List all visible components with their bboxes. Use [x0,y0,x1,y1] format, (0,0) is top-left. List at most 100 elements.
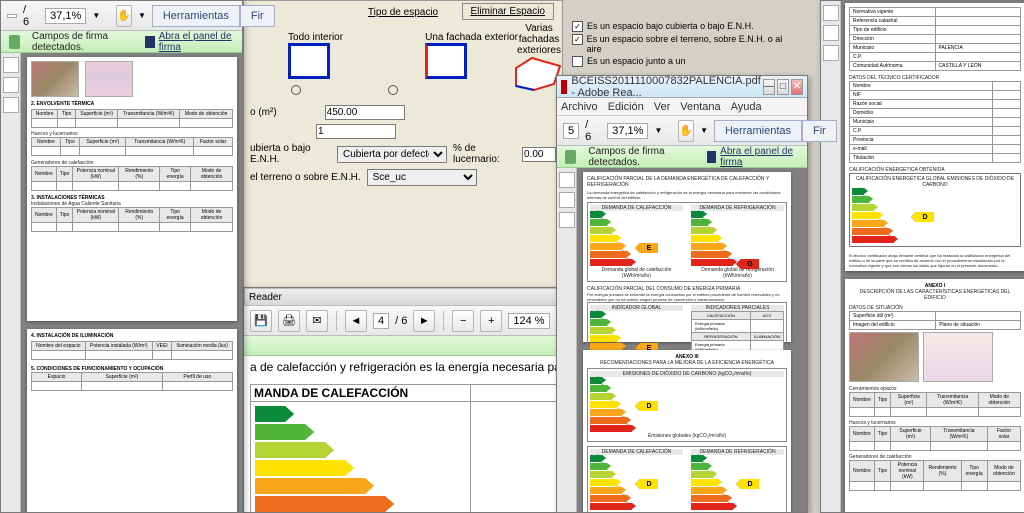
hand-tool-front-icon[interactable]: ✋ [678,120,694,142]
tb-save-icon[interactable]: 💾 [250,310,272,332]
sign-link-front[interactable]: Abra el panel de firma [707,146,800,168]
docarea-front: CALIFICACIÓN PARCIAL DE LA DEMANDA ENERG… [577,168,807,512]
docarea-left: 2. ENVOLVENTE TÉRMICA NombreTipoSuperfic… [21,53,242,512]
zoom-value[interactable]: 124 % [508,313,549,329]
page-total-left: / 6 [23,4,29,28]
tb-zoomin-icon[interactable]: + [480,310,502,332]
energy-label-big: ABCDEFG [255,406,466,512]
tag-f6: D [741,479,759,489]
opt-todo-interior-box[interactable] [288,43,330,79]
toolbar-front: 5 / 6 37,1% ▼ ✋ ▼ Herramientas Fir [557,116,807,146]
page-total-front: / 6 [585,119,591,143]
tab-herramientas-left[interactable]: Herramientas [152,5,240,27]
lucernario-label: % de lucernario: [453,143,516,165]
page-current-left[interactable] [7,14,17,18]
energy-label-r1: ABCDEFG [852,188,912,244]
sign-msg-front: Campos de firma detectados. [588,146,694,168]
tag-f2: G [741,259,759,269]
page-current-front[interactable]: 5 [563,123,579,139]
reader-front-window: BCEISS2011110007832PALENCIA.pdf - Adobe … [556,75,808,513]
terreno-select[interactable]: Sce_uc [367,169,477,186]
radio-1[interactable] [291,85,301,95]
chk-junto-a[interactable]: Es un espacio junto a un [572,56,792,67]
chk-sobre-terreno[interactable]: ✓Es un espacio sobre el terreno, sobre E… [572,34,792,54]
radio-2[interactable] [388,85,398,95]
thumb-photo-1 [31,61,79,97]
signbar-front: Campos de firma detectados. Abra el pane… [557,146,807,168]
area-input[interactable] [325,105,405,120]
tb-zoomout-icon[interactable]: − [452,310,474,332]
sidebar-bookmark-icon[interactable] [3,77,19,93]
page-current[interactable]: 4 [373,313,389,329]
floors-input[interactable] [316,124,396,139]
pen-icon [145,36,154,48]
tb-mail-icon[interactable]: ✉ [306,310,328,332]
menu-edicion[interactable]: Edición [608,101,644,113]
signature-icon [9,35,20,49]
chk-bajo-cubierta[interactable]: ✓Es un espacio bajo cubierta o bajo E.N.… [572,21,792,32]
tab-firmar-left[interactable]: Fir [240,5,275,27]
zoom-dd-front-icon[interactable]: ▼ [654,126,662,135]
menu-ventana[interactable]: Ventana [680,101,720,113]
plano-situacion [923,332,993,382]
tb-print-icon[interactable]: 🖨 [278,310,300,332]
zoom-dropdown-icon[interactable]: ▼ [92,11,100,20]
hand-dd-front-icon[interactable]: ▼ [700,126,708,135]
tab-firmar-front[interactable]: Fir [802,120,837,142]
sec-iluminacion: 4. INSTALACIÓN DE ILUMINACIÓN [31,333,233,339]
adobe-icon [561,80,567,94]
cubierta-select[interactable]: Cubierta por defecto C [337,146,447,163]
sidebar-thumbs-icon[interactable] [3,57,19,73]
sidebar-right [821,1,841,512]
calif-global-hdr: CALIFICACIÓN ENERGÉTICA GLOBAL EMISIONES… [852,176,1018,188]
hand-dropdown-icon[interactable]: ▼ [138,11,146,20]
sb-front-1-icon[interactable] [559,172,575,188]
close-button[interactable]: ✕ [791,79,803,95]
section-manda-calef: MANDA DE CALEFACCIÓN [251,385,471,402]
mini-tag-r1: D [916,212,934,222]
opt-varias-fachadas-label: Varias fachadas exteriores [514,23,564,56]
cubierta-label: ubierta o bajo E.N.H. [250,143,331,165]
sidebar-r-2-icon[interactable] [823,25,839,41]
lucernario-input[interactable] [522,147,556,162]
tab-herramientas-front[interactable]: Herramientas [714,120,802,142]
sign-msg-left: Campos de firma detectados. [32,31,134,53]
minimize-button[interactable]: — [763,79,775,95]
tb-next-icon[interactable]: ► [413,310,435,332]
sign-link-left[interactable]: Abra el panel de firma [145,31,234,53]
sidebar-attach-icon[interactable] [3,97,19,113]
sidebar-r-3-icon[interactable] [823,45,839,61]
tag-f4: D [640,401,658,411]
maximize-button[interactable]: □ [777,79,789,95]
signbar-left: Campos de firma detectados. Abra el pane… [1,31,242,53]
menu-ayuda[interactable]: Ayuda [731,101,762,113]
tb-prev-icon[interactable]: ◄ [345,310,367,332]
titlebar-front[interactable]: BCEISS2011110007832PALENCIA.pdf - Adobe … [557,76,807,98]
terreno-label: el terreno o sobre E.N.H. [250,172,361,183]
toolbar-left: / 6 37,1% ▼ ✋ ▼ Herramientas Fir [1,1,242,31]
design-app-panel: Tipo de espacio Eliminar Espacio Todo in… [243,0,563,300]
reader-left-window: / 6 37,1% ▼ ✋ ▼ Herramientas Fir Campos … [0,0,243,513]
opt-una-fachada-box[interactable] [425,43,467,79]
sb-front-2-icon[interactable] [559,192,575,208]
sidebar-r-1-icon[interactable] [823,5,839,21]
area-label: o (m²) [250,107,277,118]
page-total: / 6 [395,315,407,327]
zoom-front[interactable]: 37,1% [607,123,648,139]
tb-hand-icon[interactable]: ✋ [116,5,132,27]
anexo3-sub: RECOMENDACIONES PARA LA MEJORA DE LA EFI… [587,360,787,366]
reader-right-window: Normativa vigenteReferencia catastralTip… [820,0,1024,513]
sig-icon-front [565,150,576,164]
pen-icon-front [707,151,717,163]
opt-todo-interior-label: Todo interior [288,32,343,43]
menu-archivo[interactable]: Archivo [561,101,598,113]
photo-building [849,332,919,382]
anexo1-sub: DESCRIPCIÓN DE LAS CARACTERÍSTICAS ENERG… [849,289,1021,301]
zoom-left[interactable]: 37,1% [45,8,86,24]
menu-ver[interactable]: Ver [654,101,671,113]
menubar-front: Archivo Edición Ver Ventana Ayuda [557,98,807,116]
docarea-right: Normativa vigenteReferencia catastralTip… [841,1,1024,512]
eliminar-espacio-button[interactable]: Eliminar Espacio [462,3,554,20]
sb-front-3-icon[interactable] [559,212,575,228]
thumb-photo-2 [85,61,133,97]
